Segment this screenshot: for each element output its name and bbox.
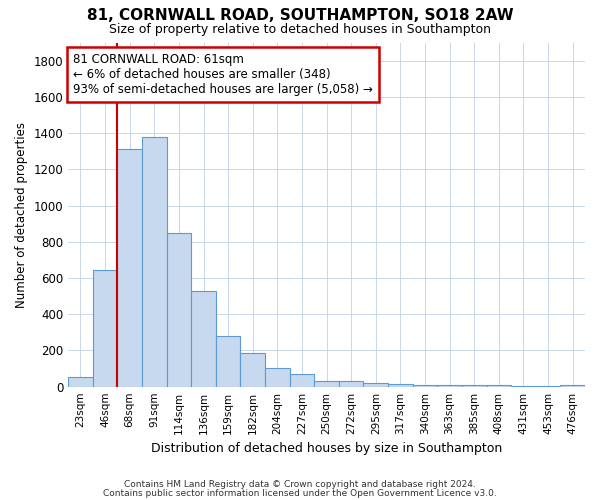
Bar [142,136,167,386]
Bar [167,232,191,386]
Bar [560,385,585,386]
Text: Contains HM Land Registry data © Crown copyright and database right 2024.: Contains HM Land Registry data © Crown c… [124,480,476,489]
Bar [290,374,314,386]
Bar [216,336,241,386]
Bar [462,385,487,386]
Bar [191,290,216,386]
Bar [339,381,364,386]
Text: Contains public sector information licensed under the Open Government Licence v3: Contains public sector information licen… [103,490,497,498]
Bar [118,150,142,386]
Bar [265,368,290,386]
X-axis label: Distribution of detached houses by size in Southampton: Distribution of detached houses by size … [151,442,502,455]
Text: 81, CORNWALL ROAD, SOUTHAMPTON, SO18 2AW: 81, CORNWALL ROAD, SOUTHAMPTON, SO18 2AW [86,8,514,22]
Text: 81 CORNWALL ROAD: 61sqm
← 6% of detached houses are smaller (348)
93% of semi-de: 81 CORNWALL ROAD: 61sqm ← 6% of detached… [73,53,373,96]
Bar [388,384,413,386]
Bar [364,382,388,386]
Y-axis label: Number of detached properties: Number of detached properties [15,122,28,308]
Bar [487,385,511,386]
Bar [437,385,462,386]
Bar [93,270,118,386]
Bar [68,376,93,386]
Bar [413,385,437,386]
Text: Size of property relative to detached houses in Southampton: Size of property relative to detached ho… [109,22,491,36]
Bar [241,353,265,386]
Bar [314,381,339,386]
